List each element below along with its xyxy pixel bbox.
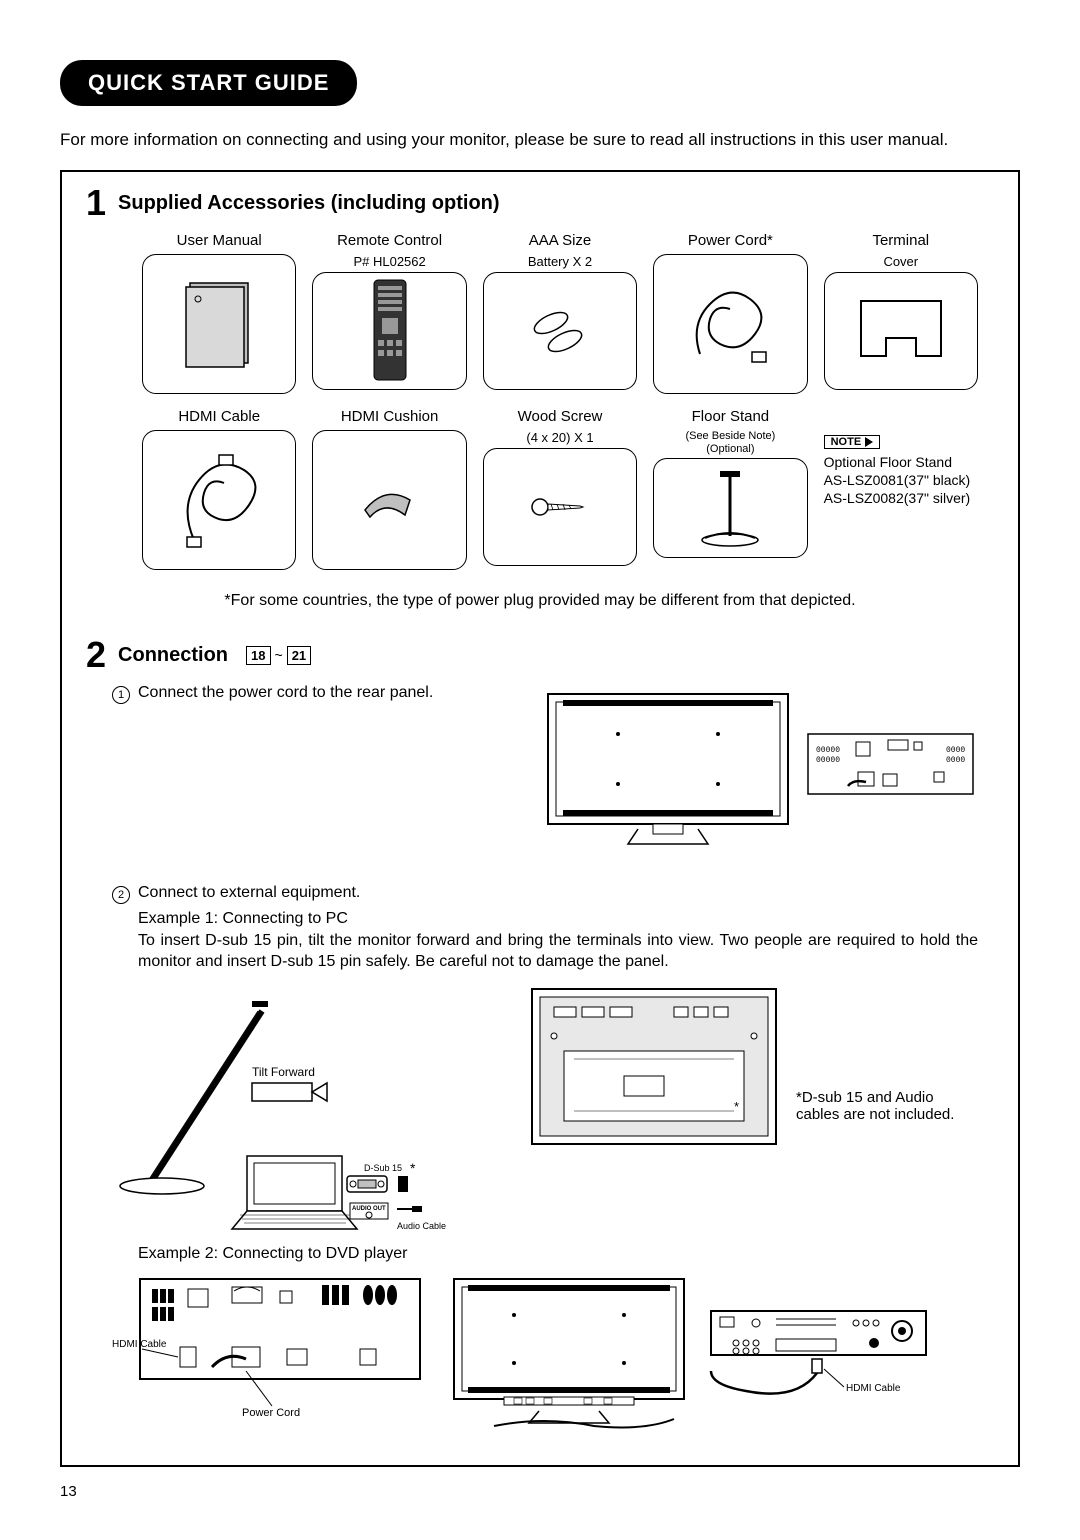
user-manual-icon xyxy=(142,254,296,394)
example2-diagram-row: HDMI Cable Power Cord xyxy=(112,1271,978,1431)
audio-cable-label: Audio Cable xyxy=(397,1221,446,1231)
step1-text: Connect the power cord to the rear panel… xyxy=(138,684,433,702)
svg-text:00000: 00000 xyxy=(816,746,840,755)
acc-sublabel: (4 x 20) X 1 xyxy=(483,430,637,446)
acc-label: HDMI Cushion xyxy=(312,408,466,428)
svg-text:*: * xyxy=(410,1160,416,1176)
acc-label: Wood Screw xyxy=(483,408,637,428)
example1-text: To insert D-sub 15 pin, tilt the monitor… xyxy=(138,930,978,973)
dvd-player-diagram: HDMI Cable xyxy=(706,1281,936,1421)
acc-sublabel: (See Beside Note) (Optional) xyxy=(653,430,807,456)
monitor-front-diagram xyxy=(444,1271,694,1431)
acc-sublabel: P# HL02562 xyxy=(312,254,466,270)
svg-text:*: * xyxy=(734,1099,739,1114)
example1-diagram-row: Tilt Forward D-Sub 15 * xyxy=(112,981,978,1231)
section1-footnote: *For some countries, the type of power p… xyxy=(62,582,1018,630)
step-number-1: 1 xyxy=(112,686,130,704)
tilt-label: Tilt Forward xyxy=(252,1065,315,1079)
rear-panel-diagram: HDMI Cable Power Cord xyxy=(112,1271,432,1431)
hdmi-cable-label-left: HDMI Cable xyxy=(112,1339,167,1350)
note-line: AS-LSZ0081(37" black) xyxy=(824,471,978,489)
power-cord-label: Power Cord xyxy=(242,1407,300,1419)
note-line: AS-LSZ0082(37" silver) xyxy=(824,489,978,507)
acc-wood-screw: Wood Screw (4 x 20) X 1 xyxy=(483,408,637,570)
example2-title: Example 2: Connecting to DVD player xyxy=(138,1245,978,1263)
intro-paragraph: For more information on connecting and u… xyxy=(60,130,1020,150)
hdmi-cable-label-right: HDMI Cable xyxy=(846,1383,901,1394)
section2-title: Connection xyxy=(118,644,228,667)
acc-label: User Manual xyxy=(142,232,296,252)
acc-label: Terminal xyxy=(824,232,978,252)
hdmi-cushion-icon xyxy=(312,430,466,570)
tilde: ~ xyxy=(275,647,283,663)
tilt-diagram: Tilt Forward D-Sub 15 * xyxy=(112,981,512,1231)
note-line: Optional Floor Stand xyxy=(824,453,978,471)
example1-note: *D-sub 15 and Audio cables are not inclu… xyxy=(796,1089,978,1123)
section1-header: 1 Supplied Accessories (including option… xyxy=(62,172,1018,232)
monitor-rear-diagram: 0000000000 00000000 xyxy=(538,684,978,854)
acc-sublabel: Battery X 2 xyxy=(483,254,637,270)
svg-text:00000: 00000 xyxy=(816,756,840,765)
section2-body: 1 Connect the power cord to the rear pan… xyxy=(62,684,1018,1465)
acc-sublabel: Cover xyxy=(824,254,978,270)
step2-text: Connect to external equipment. xyxy=(138,884,360,902)
acc-power-cord: Power Cord* xyxy=(653,232,807,394)
step1-line: 1 Connect the power cord to the rear pan… xyxy=(112,684,518,704)
example1-title: Example 1: Connecting to PC xyxy=(138,908,978,930)
acc-hdmi-cushion: HDMI Cushion xyxy=(312,408,466,570)
acc-battery: AAA Size Battery X 2 xyxy=(483,232,637,394)
terminal-cover-icon xyxy=(824,272,978,390)
hdmi-cable-icon xyxy=(142,430,296,570)
step-number-2: 2 xyxy=(112,886,130,904)
acc-label: HDMI Cable xyxy=(142,408,296,428)
step2-line: 2 Connect to external equipment. xyxy=(112,884,978,904)
note-badge: NOTE xyxy=(824,435,881,449)
svg-text:0000: 0000 xyxy=(946,756,965,765)
acc-terminal-cover: Terminal Cover xyxy=(824,232,978,394)
acc-label: Remote Control xyxy=(312,232,466,252)
battery-icon xyxy=(483,272,637,390)
monitor-bottom-diagram: * xyxy=(524,981,784,1181)
acc-label: AAA Size xyxy=(483,232,637,252)
acc-hdmi-cable: HDMI Cable xyxy=(142,408,296,570)
section1-number: 1 xyxy=(86,182,106,224)
page-title-badge: QUICK START GUIDE xyxy=(60,60,357,106)
acc-label: Floor Stand xyxy=(653,408,807,428)
remote-icon xyxy=(312,272,466,390)
audio-out-label: AUDIO OUT xyxy=(352,1206,386,1212)
acc-user-manual: User Manual xyxy=(142,232,296,394)
step1-row: 1 Connect the power cord to the rear pan… xyxy=(112,684,978,854)
acc-label: Power Cord* xyxy=(653,232,807,252)
section2-number: 2 xyxy=(86,634,106,676)
acc-note-block: NOTE Optional Floor Stand AS-LSZ0081(37"… xyxy=(824,408,978,570)
section2-header: 2 Connection 18 ~ 21 xyxy=(62,630,1018,684)
section1-title: Supplied Accessories (including option) xyxy=(118,192,500,215)
power-cord-icon xyxy=(653,254,807,394)
dsub-label: D-Sub 15 xyxy=(364,1163,402,1173)
acc-remote: Remote Control P# HL02562 xyxy=(312,232,466,394)
floor-stand-icon xyxy=(653,458,807,558)
page-reference: 18 ~ 21 xyxy=(246,646,311,665)
page-title: QUICK START GUIDE xyxy=(88,70,329,95)
acc-floor-stand: Floor Stand (See Beside Note) (Optional) xyxy=(653,408,807,570)
main-content-box: 1 Supplied Accessories (including option… xyxy=(60,170,1020,1467)
page-to: 21 xyxy=(287,646,311,665)
page-number: 13 xyxy=(60,1483,1020,1500)
screw-icon xyxy=(483,448,637,566)
accessories-grid: User Manual Remote Control P# HL02562 AA… xyxy=(62,232,1018,582)
page-from: 18 xyxy=(246,646,270,665)
svg-text:0000: 0000 xyxy=(946,746,965,755)
